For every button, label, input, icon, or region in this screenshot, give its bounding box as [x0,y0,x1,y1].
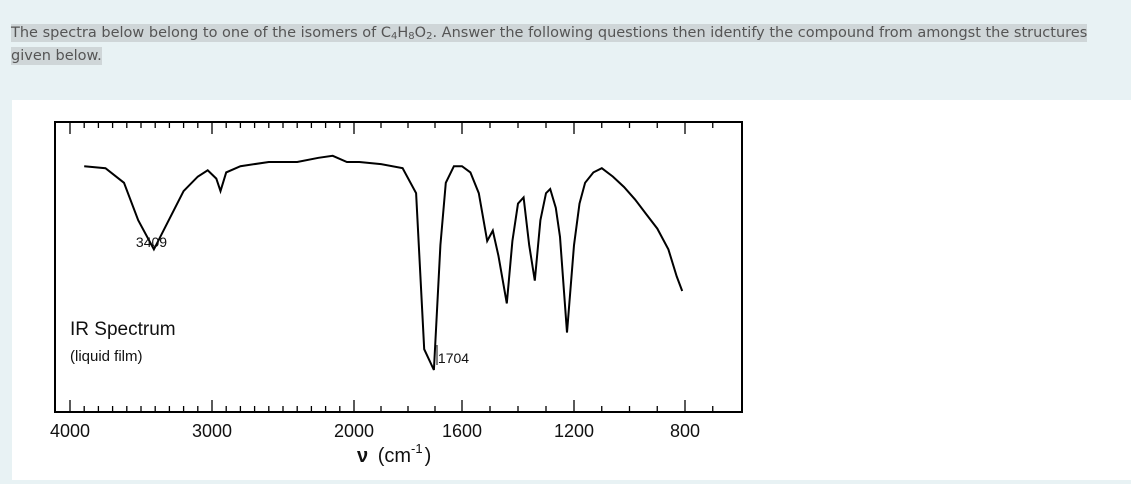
plot-frame [54,121,743,413]
spectrum-panel: 4000 3000 2000 1600 1200 800 3409 1704 IR Spe… [12,100,1131,480]
peak-label-3409: 3409 [136,234,167,250]
x-tick-label: 2000 [334,421,374,441]
peak-label-1704: 1704 [438,350,469,366]
spectrum-line [84,154,684,371]
x-tick-label: 4000 [50,421,90,441]
x-tick-label: 800 [670,421,700,441]
x-axis-label: ν (cm-1) [357,441,431,467]
chart-title: IR Spectrum [70,319,176,340]
x-tick-label: 1600 [442,421,482,441]
x-tick-label: 1200 [554,421,594,441]
ir-spectrum-chart: 4000 3000 2000 1600 1200 800 3409 1704 IR Spe… [50,121,743,467]
x-tick-label: 3000 [192,421,232,441]
chart-subtitle: (liquid film) [70,348,143,365]
question-text: The spectra below belong to one of the i… [11,24,1088,65]
